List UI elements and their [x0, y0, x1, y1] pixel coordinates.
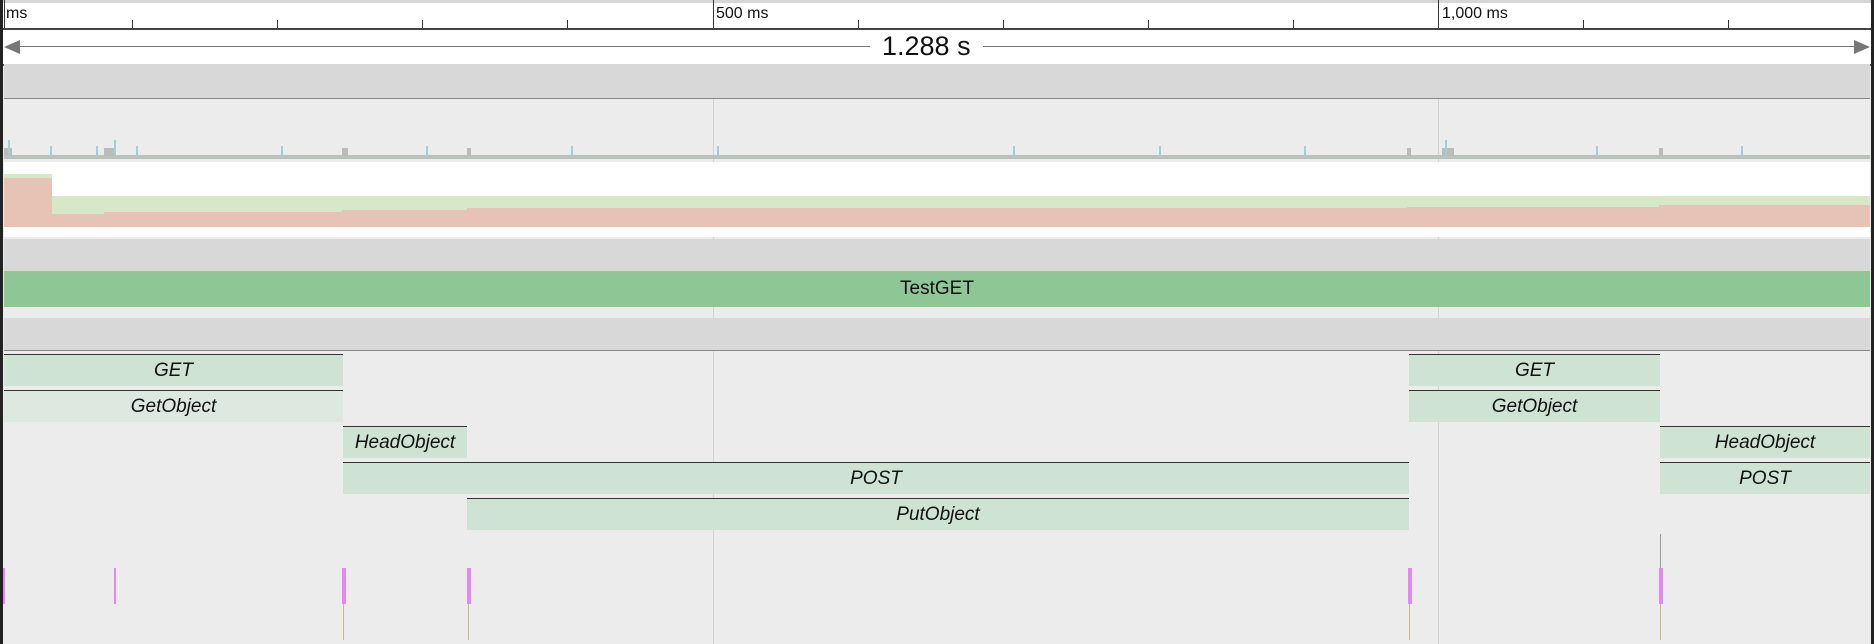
- slice-label: PutObject: [896, 503, 980, 525]
- slice-label: GetObject: [130, 395, 217, 417]
- ruler-minor-tick: [1003, 20, 1004, 28]
- slice-label: POST: [850, 467, 902, 489]
- marker-stem: [343, 604, 344, 640]
- event-counter-track[interactable]: [4, 100, 1870, 160]
- ruler-minor-tick: [1293, 20, 1294, 28]
- ruler-minor-tick: [1583, 20, 1584, 28]
- ruler-label-1000ms: 1,000 ms: [1442, 5, 1508, 22]
- tick-line: [1660, 534, 1661, 568]
- ruler-minor-tick: [1728, 20, 1729, 28]
- marker-stem: [1660, 604, 1661, 640]
- slice-getobject[interactable]: GetObject: [4, 390, 343, 422]
- ruler-minor-tick: [567, 20, 568, 28]
- ruler-label-500ms: 500 ms: [716, 5, 769, 22]
- slice-get[interactable]: GET: [1409, 354, 1660, 386]
- memory-counter-track[interactable]: [4, 162, 1870, 237]
- instant-marker[interactable]: [342, 568, 346, 604]
- event-counter-graph: [4, 140, 1870, 159]
- slice-putobject[interactable]: PutObject: [467, 498, 1409, 530]
- arrow-right-icon: [1854, 40, 1870, 54]
- test-slice[interactable]: TestGET: [4, 271, 1870, 307]
- slice-label: HeadObject: [1714, 431, 1816, 453]
- ruler-major-tick: [1438, 0, 1439, 28]
- slice-label: GET: [153, 359, 194, 381]
- ruler-minor-tick: [858, 20, 859, 28]
- instant-marker[interactable]: [1408, 568, 1412, 604]
- ruler-minor-tick: [277, 20, 278, 28]
- slice-headobject[interactable]: HeadObject: [343, 426, 467, 458]
- ruler-minor-tick: [1148, 20, 1149, 28]
- slice-label: GET: [1514, 359, 1555, 381]
- slice-getobject[interactable]: GetObject: [1409, 390, 1660, 422]
- memory-counter-graph: [4, 174, 1870, 227]
- duration-label: 1.288 s: [870, 31, 983, 62]
- ruler-minor-tick: [132, 20, 133, 28]
- ruler-major-tick: [713, 0, 714, 28]
- instant-marker[interactable]: [114, 568, 116, 604]
- duration-span: 1.288 s: [0, 30, 1874, 66]
- slice-label: POST: [1739, 467, 1791, 489]
- slice-label: GetObject: [1491, 395, 1578, 417]
- ruler-major-tick: [4, 0, 5, 28]
- test-slice-label: TestGET: [900, 278, 974, 299]
- slice-post[interactable]: POST: [343, 462, 1409, 494]
- instant-marker[interactable]: [467, 568, 471, 604]
- slice-post[interactable]: POST: [1660, 462, 1870, 494]
- divider: [4, 350, 1870, 351]
- process-header[interactable]: [4, 64, 1870, 98]
- slice-headobject[interactable]: HeadObject: [1660, 426, 1870, 458]
- ruler-label-start: ms: [6, 5, 28, 22]
- thread-header-2[interactable]: [4, 318, 1870, 350]
- grid-line-500ms: [713, 98, 714, 644]
- slice-label: HeadObject: [354, 431, 456, 453]
- divider: [4, 98, 1870, 99]
- slice-get[interactable]: GET: [4, 354, 343, 386]
- marker-stem: [468, 604, 469, 640]
- instant-marker[interactable]: [2, 568, 5, 604]
- thread-header[interactable]: [4, 239, 1870, 271]
- arrow-left-icon: [4, 40, 20, 54]
- instant-marker[interactable]: [1659, 568, 1663, 604]
- marker-stem: [1409, 604, 1410, 640]
- time-ruler[interactable]: ms 500 ms 1,000 ms: [0, 0, 1874, 30]
- ruler-top-border: [0, 0, 1874, 3]
- viewport-right-edge: [1871, 0, 1874, 644]
- ruler-minor-tick: [422, 20, 423, 28]
- viewport-left-edge: [0, 0, 3, 644]
